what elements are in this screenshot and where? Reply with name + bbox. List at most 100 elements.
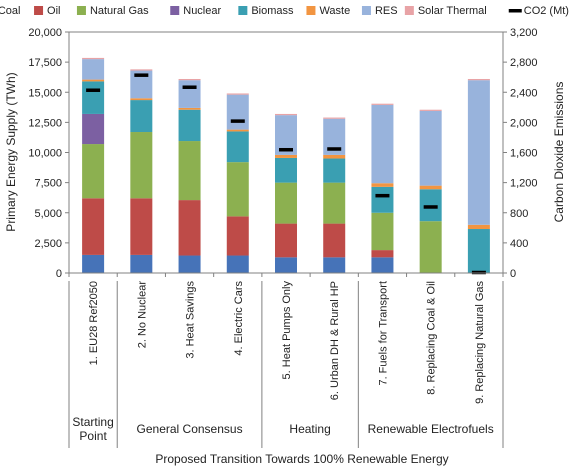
y2-axis-label: Carbon Dioxide Emissions	[552, 82, 566, 223]
bar-res-2	[130, 70, 153, 99]
bar-res-6	[323, 118, 346, 155]
legend-swatch-oil	[34, 6, 44, 15]
co2-marker-5	[279, 147, 293, 152]
y2-tick-label: 3,200	[510, 27, 538, 39]
y-tick-label: 17,500	[28, 57, 62, 69]
legend-label-co2-mt: CO2 (Mt)	[524, 5, 569, 17]
y2-tick-label: 2,400	[510, 87, 538, 99]
bar-biomass-3	[178, 109, 201, 142]
bar-solar-thermal-1	[82, 57, 105, 60]
group-label-general-consensus: General Consensus	[137, 422, 243, 436]
x-tick-label-9: 9. Replacing Natural Gas	[474, 281, 486, 404]
bar-biomass-5	[275, 157, 297, 183]
bar-coal-4	[226, 255, 249, 273]
y2-tick-label: 2,000	[510, 117, 538, 129]
bar-biomass-6	[323, 158, 346, 183]
bar-coal-2	[130, 254, 153, 273]
legend-label-oil: Oil	[47, 5, 60, 17]
legend-swatch-waste	[306, 6, 316, 15]
co2-marker-8	[423, 205, 438, 209]
y-tick-label: 12,500	[28, 117, 62, 129]
bar-natural-gas-2	[130, 132, 153, 199]
y2-tick-label: 1,200	[510, 178, 538, 190]
bar-solar-thermal-2	[130, 69, 153, 71]
bar-biomass-1	[82, 81, 105, 114]
legend: Coal Oil Natural Gas Nuclear Biomass Waste RES…	[0, 5, 569, 17]
bar-biomass-8	[419, 189, 442, 222]
group-label-renewable-electrofuels: Renewable Electrofuels	[368, 422, 494, 436]
bar-natural-gas-8	[419, 221, 442, 273]
bar-solar-thermal-6	[323, 117, 346, 119]
x-tick-label-6: 6. Urban DH & Rural HP	[329, 281, 341, 400]
bar-solar-thermal-3	[178, 78, 201, 81]
y-tick-label: 15,000	[28, 87, 62, 99]
bar-solar-thermal-4	[226, 93, 249, 95]
bar-waste-5	[275, 154, 297, 158]
bar-solar-thermal-9	[467, 78, 490, 81]
bar-waste-8	[419, 185, 442, 190]
bar-oil-6	[323, 223, 346, 258]
legend-label-solar-thermal: Solar Thermal	[418, 5, 487, 17]
bar-waste-6	[323, 154, 346, 159]
x-tick-label-8: 8. Replacing Coal & Oil	[426, 281, 438, 395]
legend-swatch-biomass	[238, 6, 248, 15]
legend-swatch-nuclear	[170, 6, 180, 15]
bar-coal-5	[275, 257, 297, 273]
bar-res-9	[467, 80, 490, 225]
legend-swatch-res	[361, 6, 371, 15]
bar-biomass-2	[130, 100, 153, 133]
legend-label-waste: Waste	[319, 5, 350, 17]
bar-waste-1	[82, 79, 105, 82]
bar-res-8	[419, 110, 442, 186]
y2-tick-label: 0	[510, 268, 516, 280]
y-tick-label: 5,000	[34, 208, 62, 220]
bar-natural-gas-7	[371, 212, 394, 251]
group-label-starting-point-line-2: Point	[79, 429, 107, 443]
bar-nuclear-1	[82, 113, 105, 145]
bar-res-3	[178, 80, 201, 108]
bar-oil-3	[178, 200, 201, 256]
co2-marker-7	[375, 193, 390, 198]
legend-label-coal: Coal	[0, 5, 20, 17]
bar-waste-7	[371, 183, 394, 187]
legend-label-biomass: Biomass	[251, 5, 294, 17]
bar-natural-gas-1	[82, 144, 105, 199]
x-axis-label: Proposed Transition Towards 100% Renewab…	[155, 452, 448, 466]
bar-waste-2	[130, 98, 153, 101]
co2-marker-3	[182, 85, 197, 89]
bar-natural-gas-3	[178, 141, 201, 201]
co2-marker-2	[134, 73, 149, 77]
bar-res-5	[275, 115, 297, 155]
y-tick-label: 10,000	[28, 148, 62, 160]
x-tick-label-3: 3. Heat Savings	[185, 281, 197, 359]
x-tick-label-5: 5. Heat Pumps Only	[281, 281, 293, 380]
bar-solar-thermal-5	[275, 113, 297, 116]
bar-biomass-4	[226, 131, 249, 163]
bar-coal-7	[371, 257, 394, 273]
bar-res-1	[82, 59, 105, 80]
x-tick-labels: 1. EU28 Ref2050 2. No Nuclear 3. Heat Savi…	[88, 281, 486, 404]
legend-swatch-co2-mt	[508, 9, 522, 13]
bar-biomass-7	[371, 186, 394, 213]
bar-oil-5	[275, 223, 297, 258]
legend-swatch-solar-thermal	[404, 6, 414, 15]
bar-coal-6	[323, 257, 346, 273]
bar-oil-4	[226, 216, 249, 256]
y2-tick-label: 800	[510, 208, 528, 220]
group-label-heating: Heating	[289, 422, 330, 436]
y-tick-label: 7,500	[34, 178, 62, 190]
y-tick-label: 0	[56, 268, 62, 280]
bar-natural-gas-4	[226, 162, 249, 217]
co2-marker-1	[86, 88, 101, 92]
y2-tick-label: 2,800	[510, 57, 538, 69]
legend-label-nuclear: Nuclear	[183, 5, 221, 17]
legend-label-res: RES	[375, 5, 398, 17]
bar-oil-1	[82, 198, 105, 255]
x-tick-label-1: 1. EU28 Ref2050	[88, 281, 100, 365]
bars-layer	[82, 57, 490, 273]
bar-coal-1	[82, 254, 105, 273]
bar-waste-3	[178, 107, 201, 110]
x-tick-label-2: 2. No Nuclear	[136, 281, 148, 349]
